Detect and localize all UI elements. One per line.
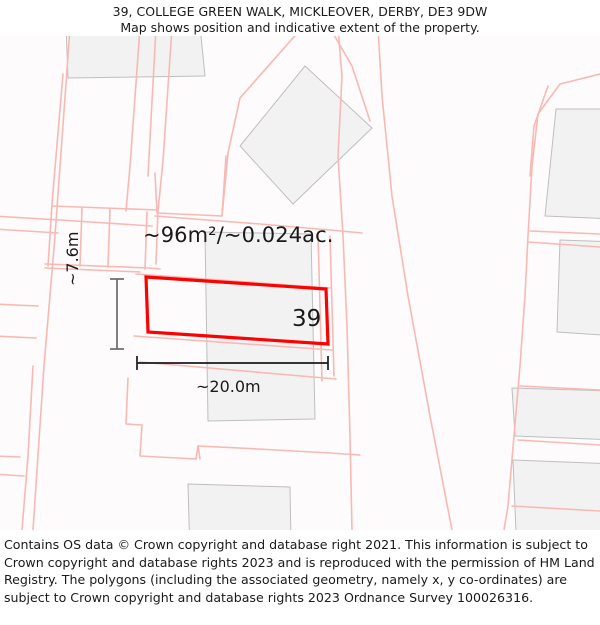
plot-number-label: 39 — [292, 306, 322, 332]
parcel-line-under-red-c — [139, 361, 337, 380]
parcel-line-left-cross-a — [0, 215, 153, 227]
parcel-line-right-cross-e — [511, 505, 600, 512]
building-top-centre — [239, 65, 373, 205]
parcel-line-bottomleft-b — [0, 473, 25, 477]
parcel-line-centre-3 — [147, 36, 157, 177]
area-label: ~96m²/~0.024ac. — [143, 223, 334, 247]
building-centre-strip — [204, 231, 316, 422]
parcel-line-left-cross-f — [0, 455, 21, 458]
parcel-line-right-cross-b — [527, 241, 600, 248]
parcel-line-left-cross-e — [0, 335, 37, 339]
parcel-line-under-red-d — [329, 235, 335, 377]
parcel-line-left-cross-b — [0, 228, 59, 234]
building-right-strip-b — [512, 459, 600, 530]
dimension-vertical — [110, 278, 124, 350]
parcel-line-upper-poly — [154, 36, 296, 217]
property-boundary-outline[interactable] — [144, 275, 330, 346]
parcel-line-upper-poly-b — [221, 155, 227, 217]
parcel-line-bottom-b — [197, 445, 201, 460]
parcel-line-under-red-b — [133, 335, 333, 351]
building-right-strip-a — [511, 387, 600, 440]
parcel-line-block-d — [144, 211, 148, 270]
parcel-line-under-red-e — [317, 233, 323, 382]
map-header: 39, COLLEGE GREEN WALK, MICKLEOVER, DERB… — [0, 0, 600, 36]
building-right-upper — [544, 108, 600, 219]
parcel-line-right-cross-a — [529, 230, 600, 235]
parcel-line-mid-horizontal-b — [44, 267, 141, 273]
copyright-notice: Contains OS data © Crown copyright and d… — [4, 537, 595, 605]
parcel-line-diagonal-upper — [333, 36, 371, 122]
parcel-line-mid-horizontal — [154, 215, 363, 234]
parcel-line-left-cross-d — [0, 303, 39, 307]
parcel-line-left-2 — [47, 73, 64, 267]
building-right-lower — [556, 239, 600, 336]
parcel-line-block-b — [79, 207, 83, 267]
property-address: 39, COLLEGE GREEN WALK, MICKLEOVER, DERB… — [112, 4, 488, 19]
map-subtitle: Map shows position and indicative extent… — [120, 20, 480, 35]
building-polygons — [65, 36, 600, 530]
road-curve-right — [503, 73, 600, 530]
parcel-line-block-c — [107, 208, 111, 268]
width-dimension-label: ~20.0m — [196, 377, 261, 396]
property-map[interactable]: ~96m²/~0.024ac. 39 ~20.0m ~7.6m — [0, 36, 600, 530]
parcel-line-centre-2 — [157, 36, 173, 212]
height-dimension-label: ~7.6m — [63, 231, 82, 286]
parcel-line-bottom-notch — [125, 377, 361, 460]
parcel-line-right-cross-c — [519, 385, 600, 391]
dimension-horizontal — [136, 356, 329, 370]
map-footer: Contains OS data © Crown copyright and d… — [0, 530, 600, 606]
building-top-left — [65, 36, 206, 79]
road-curve-right-b — [529, 85, 549, 177]
building-bottom-centre — [187, 483, 292, 530]
parcel-line-right-cross-d — [517, 439, 600, 446]
parcel-line-left-1 — [32, 36, 71, 530]
parcel-boundaries — [0, 36, 600, 530]
parcel-line-bottomleft-a — [21, 365, 34, 530]
map-canvas[interactable] — [0, 36, 600, 530]
road-curve-centre-left — [337, 36, 353, 530]
road-curve-centre-right — [377, 36, 453, 530]
parcel-line-centre-1 — [125, 36, 141, 212]
